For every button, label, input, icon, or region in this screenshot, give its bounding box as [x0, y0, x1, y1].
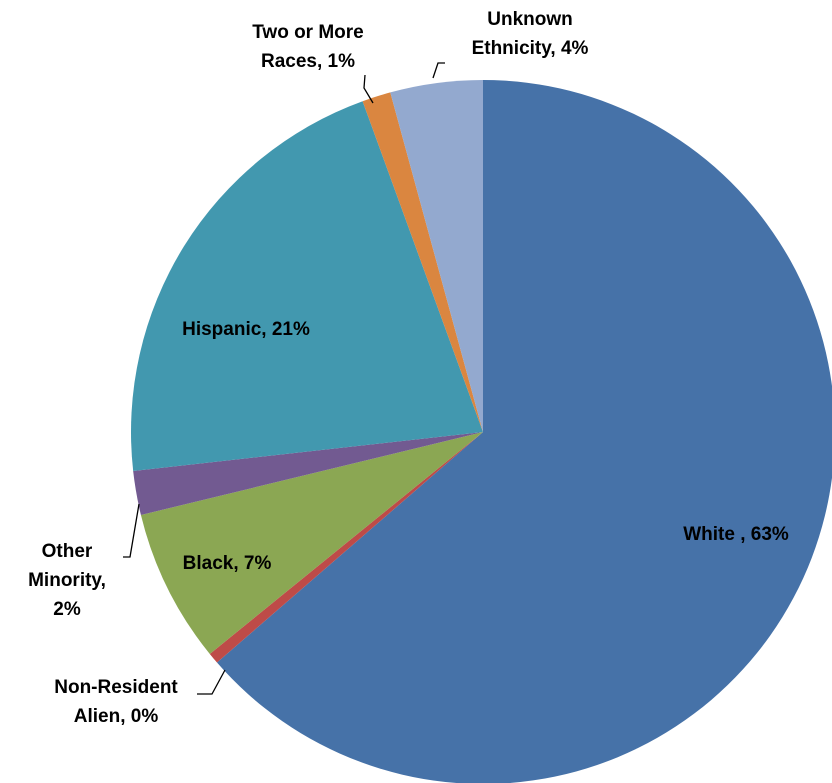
leader-line-other-minority [123, 503, 140, 558]
data-label-hispanic: Hispanic, 21% [182, 319, 310, 340]
data-label-line: Two or More [252, 22, 364, 43]
data-label-line: Unknown [487, 9, 573, 30]
data-label-non-resident-alien: Non-Resident Alien, 0% [54, 677, 178, 727]
slices-layer [131, 80, 832, 783]
data-label-line: Alien, 0% [74, 706, 159, 727]
data-label-line: Black, 7% [183, 553, 272, 574]
data-label-other-minority: Other Minority, 2% [28, 541, 106, 620]
pie-slice-unknown-ethnicity [390, 80, 483, 432]
leader-line-two-or-more-races [363, 74, 374, 104]
pie-slice-white [216, 80, 832, 783]
pie-slice-other-minority [133, 432, 484, 515]
data-label-black: Black, 7% [183, 553, 272, 574]
leaders-layer [123, 62, 445, 695]
labels-layer: White , 63% Non-Resident Alien, 0% Black, 7… [28, 9, 789, 727]
data-label-line: Ethnicity, 4% [472, 38, 589, 59]
data-label-line: Non-Resident [54, 677, 178, 698]
data-label-line: White , 63% [683, 524, 789, 545]
data-label-line: Races, 1% [261, 51, 355, 72]
pie-slice-non-resident-alien [209, 432, 484, 663]
data-label-line: 2% [53, 599, 81, 620]
data-label-two-or-more-races: Two or More Races, 1% [252, 22, 364, 72]
pie-slice-two-or-more-races [362, 92, 483, 433]
leader-line-unknown-ethnicity [432, 62, 445, 79]
data-label-white: White , 63% [683, 524, 789, 545]
data-label-line: Minority, [28, 570, 106, 591]
data-label-unknown-ethnicity: Unknown Ethnicity, 4% [472, 9, 589, 59]
pie-slice-hispanic [131, 101, 484, 472]
data-label-line: Hispanic, 21% [182, 319, 310, 340]
leader-line-non-resident-alien [197, 669, 226, 695]
data-label-line: Other [42, 541, 93, 562]
pie-slice-black [140, 432, 484, 654]
